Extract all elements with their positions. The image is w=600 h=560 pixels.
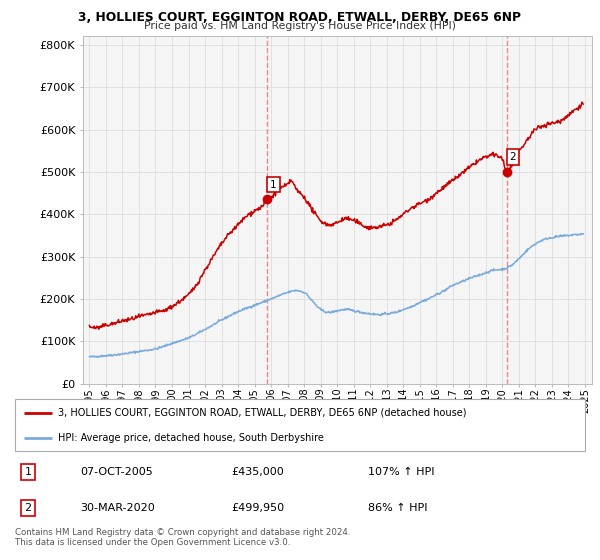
Text: 2: 2 <box>509 152 516 162</box>
Text: 86% ↑ HPI: 86% ↑ HPI <box>368 503 428 513</box>
Text: 1: 1 <box>25 467 32 477</box>
Text: HPI: Average price, detached house, South Derbyshire: HPI: Average price, detached house, Sout… <box>58 433 323 444</box>
Text: Contains HM Land Registry data © Crown copyright and database right 2024.
This d: Contains HM Land Registry data © Crown c… <box>15 528 350 547</box>
Text: 1: 1 <box>270 180 277 189</box>
Text: 107% ↑ HPI: 107% ↑ HPI <box>368 467 435 477</box>
Text: 07-OCT-2005: 07-OCT-2005 <box>80 467 154 477</box>
Text: 3, HOLLIES COURT, EGGINTON ROAD, ETWALL, DERBY, DE65 6NP: 3, HOLLIES COURT, EGGINTON ROAD, ETWALL,… <box>79 11 521 24</box>
Text: Price paid vs. HM Land Registry's House Price Index (HPI): Price paid vs. HM Land Registry's House … <box>144 21 456 31</box>
Text: £435,000: £435,000 <box>232 467 284 477</box>
Text: 3, HOLLIES COURT, EGGINTON ROAD, ETWALL, DERBY, DE65 6NP (detached house): 3, HOLLIES COURT, EGGINTON ROAD, ETWALL,… <box>58 408 466 418</box>
Text: £499,950: £499,950 <box>232 503 285 513</box>
Text: 2: 2 <box>25 503 32 513</box>
Text: 30-MAR-2020: 30-MAR-2020 <box>80 503 155 513</box>
FancyBboxPatch shape <box>15 399 585 451</box>
